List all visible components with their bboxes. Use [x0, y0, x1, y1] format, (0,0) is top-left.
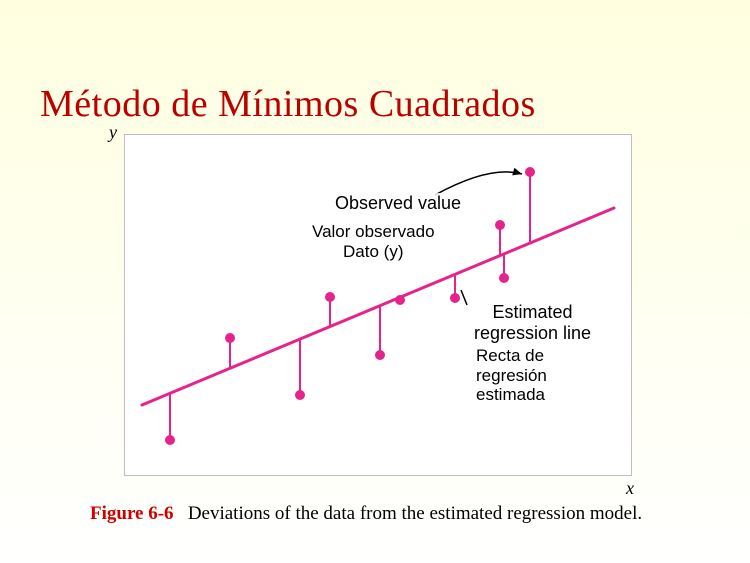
- figure-caption-text: Deviations of the data from the estimate…: [188, 503, 642, 524]
- label-estimated-line1: Estimated: [493, 302, 573, 322]
- label-valor-observado: Valor observado Dato (y): [312, 222, 435, 261]
- label-recta-line1: Recta de: [476, 346, 544, 365]
- chart-svg: [0, 0, 750, 563]
- label-valor-observado-line2: Dato (y): [343, 242, 403, 261]
- label-valor-observado-line1: Valor observado: [312, 222, 435, 241]
- label-observed-value: Observed value: [335, 193, 461, 214]
- figure-caption: Figure 6-6 Deviations of the data from t…: [90, 502, 650, 526]
- label-recta-regresion: Recta de regresión estimada: [476, 346, 547, 405]
- label-estimated-regression: Estimated regression line: [474, 302, 591, 343]
- label-recta-line2: regresión: [476, 366, 547, 385]
- label-recta-line3: estimada: [476, 385, 545, 404]
- figure-number: Figure 6-6: [90, 503, 174, 524]
- label-estimated-line2: regression line: [474, 323, 591, 343]
